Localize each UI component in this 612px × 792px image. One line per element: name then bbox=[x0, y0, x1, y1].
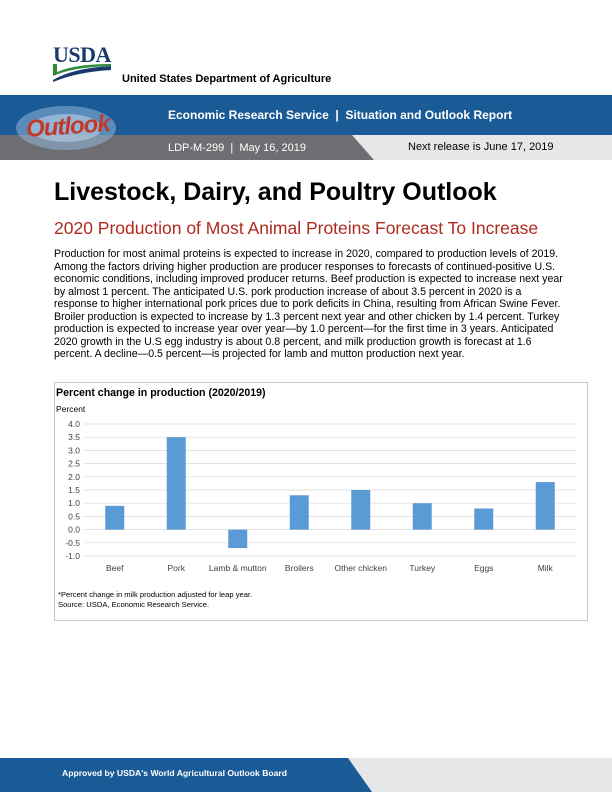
chart-frame bbox=[54, 382, 588, 621]
chart-source: Source: USDA, Economic Research Service. bbox=[58, 599, 210, 609]
y-tick-label: 0.0 bbox=[68, 525, 80, 535]
y-tick-label: 0.5 bbox=[68, 511, 80, 521]
chart-notes: *Percent change in milk production adjus… bbox=[58, 590, 252, 609]
usda-logo: USDA bbox=[53, 42, 113, 84]
footer-text: Approved by USDA's World Agricultural Ou… bbox=[62, 768, 288, 778]
y-tick-label: -1.0 bbox=[65, 551, 80, 561]
bar-milk bbox=[535, 482, 555, 530]
x-tick-label: Turkey bbox=[409, 563, 435, 573]
bar-eggs bbox=[474, 508, 494, 530]
outlook-badge-icon bbox=[16, 106, 116, 150]
y-tick-label: 2.5 bbox=[68, 459, 80, 469]
y-tick-label: 3.5 bbox=[68, 432, 80, 442]
department-name: United States Department of Agriculture bbox=[122, 73, 332, 85]
chart-footnote: *Percent change in milk production adjus… bbox=[58, 590, 253, 599]
page-title: Livestock, Dairy, and Poultry Outlook bbox=[54, 178, 497, 206]
x-tick-label: Beef bbox=[106, 563, 124, 573]
x-tick-label: Milk bbox=[538, 563, 554, 573]
x-tick-label: Lamb & mutton bbox=[209, 563, 267, 573]
usda-logo-text: USDA bbox=[53, 42, 111, 67]
y-tick-label: -0.5 bbox=[65, 538, 80, 548]
next-release-date: Next release is June 17, 2019 bbox=[408, 141, 554, 153]
bar-other-chicken bbox=[351, 490, 371, 530]
body-paragraph: Production for most animal proteins is e… bbox=[54, 248, 563, 360]
report-id: LDP-M-299 | May 16, 2019 bbox=[168, 142, 306, 154]
bar-lamb-mutton bbox=[228, 529, 248, 549]
chart-y-label: Percent bbox=[56, 404, 86, 414]
page-subtitle: 2020 Production of Most Animal Proteins … bbox=[54, 218, 539, 238]
y-tick-label: 1.0 bbox=[68, 498, 80, 508]
banner-title: Economic Research Service | Situation an… bbox=[168, 108, 513, 122]
next-release-strip bbox=[352, 135, 612, 160]
bar-pork bbox=[166, 437, 186, 530]
outlook-badge-text: Outlook bbox=[25, 110, 111, 143]
usda-swoosh-icon bbox=[53, 64, 111, 82]
bar-broilers bbox=[289, 495, 309, 530]
chart-title: Percent change in production (2020/2019) bbox=[56, 387, 266, 399]
x-tick-label: Pork bbox=[168, 563, 186, 573]
y-tick-label: 1.5 bbox=[68, 485, 80, 495]
footer-blue-band bbox=[0, 758, 372, 792]
bar-beef bbox=[105, 505, 125, 530]
y-tick-label: 3.0 bbox=[68, 445, 80, 455]
x-tick-label: Eggs bbox=[474, 563, 493, 573]
y-tick-label: 4.0 bbox=[68, 419, 80, 429]
bar-chart: 4.0 3.5 3.0 2.5 2.0 1.5 1.0 0.5 0.0 -0.5 -1.0 Beef P… bbox=[65, 419, 576, 573]
x-tick-label: Other chicken bbox=[335, 563, 388, 573]
x-tick-label: Broilers bbox=[285, 563, 314, 573]
y-tick-label: 2.0 bbox=[68, 472, 80, 482]
bar-turkey bbox=[412, 503, 432, 530]
